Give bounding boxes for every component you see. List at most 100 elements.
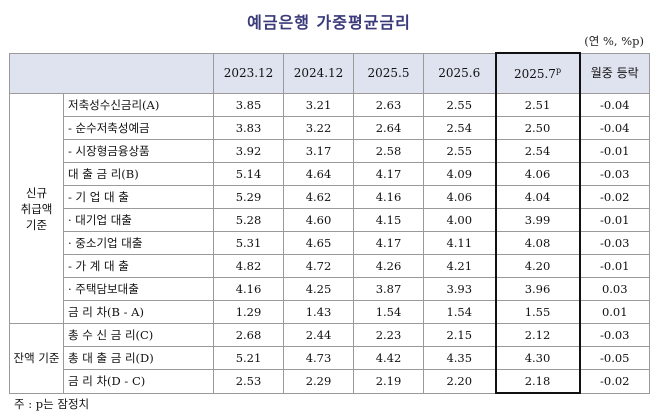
table-cell: 3.87 [353, 277, 424, 301]
table-cell: 3.83 [213, 116, 284, 140]
table-row: - 가 계 대 출 4.82 4.72 4.26 4.21 4.20 -0.01 [10, 254, 650, 278]
table-row: 금 리 차(B - A) 1.29 1.43 1.54 1.54 1.55 0.01 [10, 300, 650, 324]
table-cell: 4.62 [283, 185, 354, 209]
table-cell: 2.51 [494, 93, 581, 117]
row-label: 대 출 금 리(B) [63, 162, 214, 186]
row-label: 총 대 출 금 리(D) [63, 346, 214, 370]
table-cell: 1.43 [283, 300, 354, 324]
table-cell: 4.08 [494, 231, 581, 255]
table-cell: 4.65 [283, 231, 354, 255]
table-cell: 4.25 [283, 277, 354, 301]
table-row: 총 대 출 금 리(D) 5.21 4.73 4.42 4.35 4.30 -0.05 [10, 346, 650, 370]
table-cell: -0.03 [579, 162, 650, 186]
table-cell: 2.54 [423, 116, 496, 140]
table-cell: 4.06 [423, 185, 496, 209]
row-label: 금 리 차(B - A) [63, 300, 214, 324]
table-cell: 3.22 [283, 116, 354, 140]
table-cell: 2.19 [353, 369, 424, 394]
table-cell: 5.31 [213, 231, 284, 255]
table-cell: 2.29 [283, 369, 354, 394]
row-label: 총 수 신 금 리(C) [63, 323, 214, 347]
table-cell: 4.04 [494, 185, 581, 209]
table-cell: 4.00 [423, 208, 496, 232]
table-cell: 2.50 [494, 116, 581, 140]
table-cell: 4.26 [353, 254, 424, 278]
table-cell: 2.23 [353, 323, 424, 347]
table-cell: 4.35 [423, 346, 496, 370]
table-cell: 3.96 [494, 277, 581, 301]
table-cell: 2.55 [423, 93, 496, 117]
table-cell: 5.14 [213, 162, 284, 186]
column-header: 2025.6 [423, 52, 496, 94]
table-row: 대 출 금 리(B) 5.14 4.64 4.17 4.09 4.06 -0.03 [10, 162, 650, 186]
table-cell: 2.12 [494, 323, 581, 347]
table-cell: 4.21 [423, 254, 496, 278]
row-label: · 주택담보대출 [63, 277, 214, 301]
table-cell: -0.04 [579, 93, 650, 117]
table-cell: -0.03 [579, 231, 650, 255]
table-cell: 2.54 [494, 139, 581, 163]
table-cell: 3.99 [494, 208, 581, 232]
provisional-mark: p [555, 66, 562, 75]
table-cell: 1.54 [423, 300, 496, 324]
table-cell: -0.02 [579, 369, 650, 394]
column-header: 2023.12 [213, 52, 284, 94]
row-label: - 가 계 대 출 [63, 254, 214, 278]
table-cell: -0.05 [579, 346, 650, 370]
table-cell: 4.09 [423, 162, 496, 186]
table-row: 신규 취급액 기준 저축성수신금리(A) 3.85 3.21 2.63 2.55 2.51-… [9, 93, 650, 324]
table-cell: 4.20 [494, 254, 581, 278]
table-cell: 2.68 [213, 323, 284, 347]
table-cell: 0.01 [579, 300, 650, 324]
row-label: 금 리 차(D - C) [63, 369, 214, 394]
table-row: · 중소기업 대출 5.31 4.65 4.17 4.11 4.08 -0.03 [10, 231, 650, 255]
table-cell: -0.03 [579, 323, 650, 347]
table-cell: 1.29 [213, 300, 284, 324]
group-label-balance: 잔액 기준 [9, 323, 64, 394]
table-cell: -0.02 [579, 185, 650, 209]
table-cell: 2.18 [494, 369, 581, 394]
table-cell: 2.53 [213, 369, 284, 394]
table-cell: 5.21 [213, 346, 284, 370]
page-title: 예금은행 가중평균금리 [247, 13, 411, 32]
table-row: - 시장형금융상품 3.92 3.17 2.58 2.55 2.54 -0.01 [10, 139, 650, 163]
table-cell: 4.11 [423, 231, 496, 255]
table-cell: 4.72 [283, 254, 354, 278]
table-cell: 4.30 [494, 346, 581, 370]
header-corner [9, 52, 214, 94]
table-cell: 4.16 [353, 185, 424, 209]
row-label: · 중소기업 대출 [63, 231, 214, 255]
table-cell: 1.55 [494, 300, 581, 324]
column-header-latest: 2025.7p [494, 52, 581, 94]
table-cell: 3.92 [213, 139, 284, 163]
table-row: - 기 업 대 출 5.29 4.62 4.16 4.06 4.04 -0.02 [10, 185, 650, 209]
row-label: - 기 업 대 출 [63, 185, 214, 209]
table-cell: 4.16 [213, 277, 284, 301]
header-row: 2023.12 2024.12 2025.5 2025.6 2025.7p 월중… [9, 52, 650, 94]
table-cell: 4.73 [283, 346, 354, 370]
table-cell: 2.15 [423, 323, 496, 347]
unit-label: (연 %, %p) [584, 34, 644, 48]
table-cell: 5.29 [213, 185, 284, 209]
table-cell: 2.20 [423, 369, 496, 394]
table-row: 잔액 기준 총 수 신 금 리(C) 2.68 2.44 2.23 2.15 2.12 -0.… [9, 323, 650, 394]
table-cell: 2.55 [423, 139, 496, 163]
table-cell: 3.93 [423, 277, 496, 301]
table-row: - 순수저축성예금 3.83 3.22 2.64 2.54 2.50 -0.04 [10, 116, 650, 140]
table-row: · 대기업 대출 5.28 4.60 4.15 4.00 3.99 -0.01 [10, 208, 650, 232]
table-cell: 4.42 [353, 346, 424, 370]
group-label-new: 신규 취급액 기준 [9, 93, 64, 324]
table-cell: 4.17 [353, 231, 424, 255]
table-cell: -0.04 [579, 116, 650, 140]
table-cell: -0.01 [579, 139, 650, 163]
row-label: · 대기업 대출 [63, 208, 214, 232]
column-header: 2025.5 [353, 52, 424, 94]
row-label: - 시장형금융상품 [63, 139, 214, 163]
interest-rate-table: 2023.12 2024.12 2025.5 2025.6 2025.7p 월중… [9, 52, 650, 394]
table-cell: 4.64 [283, 162, 354, 186]
column-header-monthly-change: 월중 등락 [579, 52, 650, 94]
row-label: 저축성수신금리(A) [63, 93, 214, 117]
table-cell: -0.01 [579, 254, 650, 278]
table-cell: 4.15 [353, 208, 424, 232]
table-cell: 2.44 [283, 323, 354, 347]
